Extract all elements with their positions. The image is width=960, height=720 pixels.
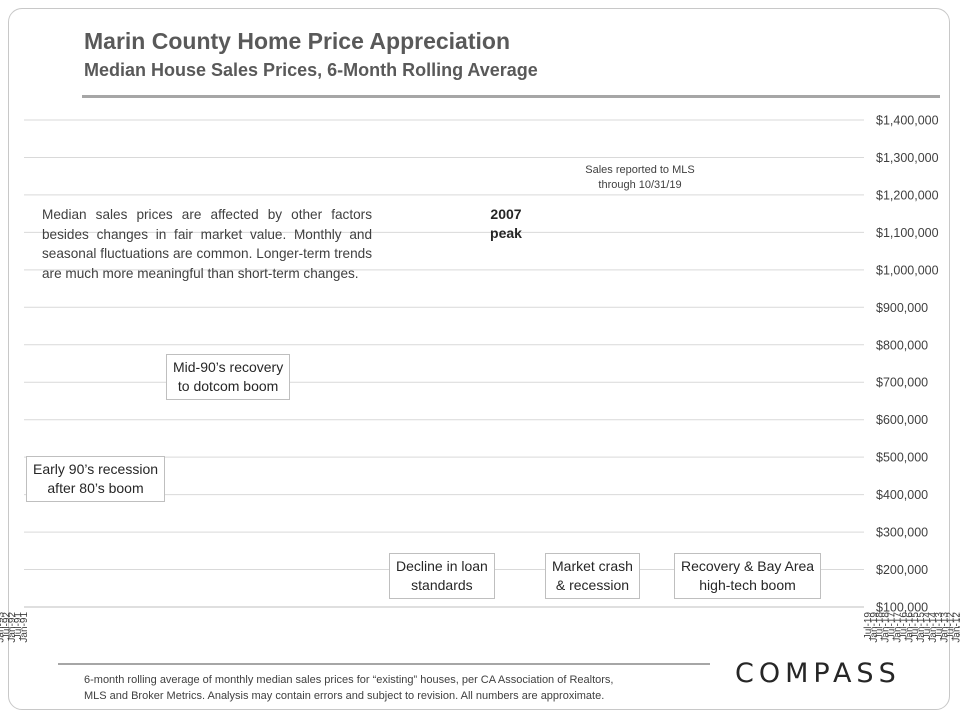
footnote-line: 6-month rolling average of monthly media… bbox=[84, 674, 614, 686]
y-tick-label: $700,000 bbox=[876, 376, 928, 390]
y-tick-label: $500,000 bbox=[876, 451, 928, 465]
annotation-line: standards bbox=[411, 577, 473, 593]
annotation-line: Mid-90’s recovery bbox=[173, 359, 284, 375]
x-tick-label: Jan-13 bbox=[940, 612, 951, 643]
y-tick-label: $200,000 bbox=[876, 563, 928, 577]
x-tick-label: Jul-91 bbox=[13, 612, 24, 640]
annotation-line: Recovery & Bay Area bbox=[681, 558, 815, 574]
source-footnote: 6-month rolling average of monthly media… bbox=[84, 672, 724, 704]
x-tick-label: Jan-19 bbox=[869, 612, 880, 643]
y-tick-label: $300,000 bbox=[876, 526, 928, 540]
y-tick-label: $1,200,000 bbox=[876, 188, 939, 202]
x-tick-label: Jan-15 bbox=[916, 612, 927, 643]
y-tick-label: $600,000 bbox=[876, 413, 928, 427]
annotation-line: 2007 bbox=[490, 206, 522, 222]
x-tick-label: Jan-91 bbox=[19, 612, 30, 643]
annotation-line: peak bbox=[490, 225, 522, 241]
x-tick-label: Jul-11 bbox=[957, 612, 960, 639]
methodology-note: Median sales prices are affected by othe… bbox=[42, 207, 372, 281]
y-tick-label: $900,000 bbox=[876, 301, 928, 315]
y-tick-label: $1,000,000 bbox=[876, 263, 939, 277]
x-tick-label: Jan-16 bbox=[904, 612, 915, 643]
x-tick-label: Jul-18 bbox=[875, 612, 886, 640]
x-tick-label: Jan-17 bbox=[892, 612, 903, 643]
annotation-bay-area-recovery: Recovery & Bay Area high-tech boom bbox=[674, 553, 822, 599]
y-tick-label: $1,300,000 bbox=[876, 151, 939, 165]
annotation-line: Early 90’s recession bbox=[33, 461, 159, 477]
x-tick-label: Jul-92 bbox=[1, 612, 12, 640]
x-tick-label: Jan-92 bbox=[7, 612, 18, 643]
mls-note-line2: through 10/31/19 bbox=[598, 179, 682, 191]
x-tick-label: Jul-14 bbox=[922, 612, 933, 640]
y-tick-label: $1,100,000 bbox=[876, 226, 939, 240]
annotation-line: high-tech boom bbox=[699, 577, 796, 593]
annotation-loan-standards: Decline in loan standards bbox=[389, 553, 495, 599]
annotation-early-90s-recession: Early 90’s recession after 80’s boom bbox=[26, 456, 166, 502]
x-tick-label: Jan-12 bbox=[951, 612, 960, 643]
annotation-market-crash: Market crash & recession bbox=[545, 553, 640, 599]
x-tick-label: Jul-93 bbox=[0, 612, 1, 640]
x-tick-label: Jul-12 bbox=[946, 612, 957, 640]
y-tick-label: $1,400,000 bbox=[876, 114, 939, 128]
chart-title: Marin County Home Price Appreciation bbox=[84, 28, 510, 54]
annotation-line: to dotcom boom bbox=[177, 378, 279, 394]
x-tick-label: Jul-16 bbox=[898, 612, 909, 640]
annotation-mid-90s-recovery: Mid-90’s recovery to dotcom boom bbox=[166, 354, 291, 400]
footnote-line: MLS and Broker Metrics. Analysis may con… bbox=[84, 690, 605, 702]
mls-note: Sales reported to MLS through 10/31/19 bbox=[560, 163, 720, 193]
y-tick-label: $800,000 bbox=[876, 338, 928, 352]
annotation-line: after 80’s boom bbox=[47, 480, 144, 496]
x-tick-label: Jan-14 bbox=[928, 612, 939, 643]
x-tick-label: Jul-17 bbox=[887, 612, 898, 640]
y-tick-label: $400,000 bbox=[876, 488, 928, 502]
x-tick-label: Jul-15 bbox=[910, 612, 921, 640]
title-divider bbox=[82, 95, 940, 98]
footer-divider bbox=[58, 663, 710, 665]
x-tick-label: Jul-13 bbox=[934, 612, 945, 640]
x-tick-label: Jan-93 bbox=[0, 612, 6, 643]
mls-note-line1: Sales reported to MLS bbox=[585, 164, 695, 176]
annotation-line: Market crash bbox=[552, 558, 633, 574]
x-tick-label: Jul-19 bbox=[863, 612, 874, 640]
y-tick-label: $100,000 bbox=[876, 601, 928, 615]
annotation-line: Decline in loan bbox=[396, 558, 488, 574]
annotation-2007-peak: 2007 peak bbox=[480, 205, 532, 243]
annotation-line: & recession bbox=[555, 577, 630, 593]
x-tick-label: Jan-18 bbox=[881, 612, 892, 643]
compass-logo: COMPASS bbox=[735, 658, 901, 689]
chart-subtitle: Median House Sales Prices, 6-Month Rolli… bbox=[84, 60, 538, 80]
